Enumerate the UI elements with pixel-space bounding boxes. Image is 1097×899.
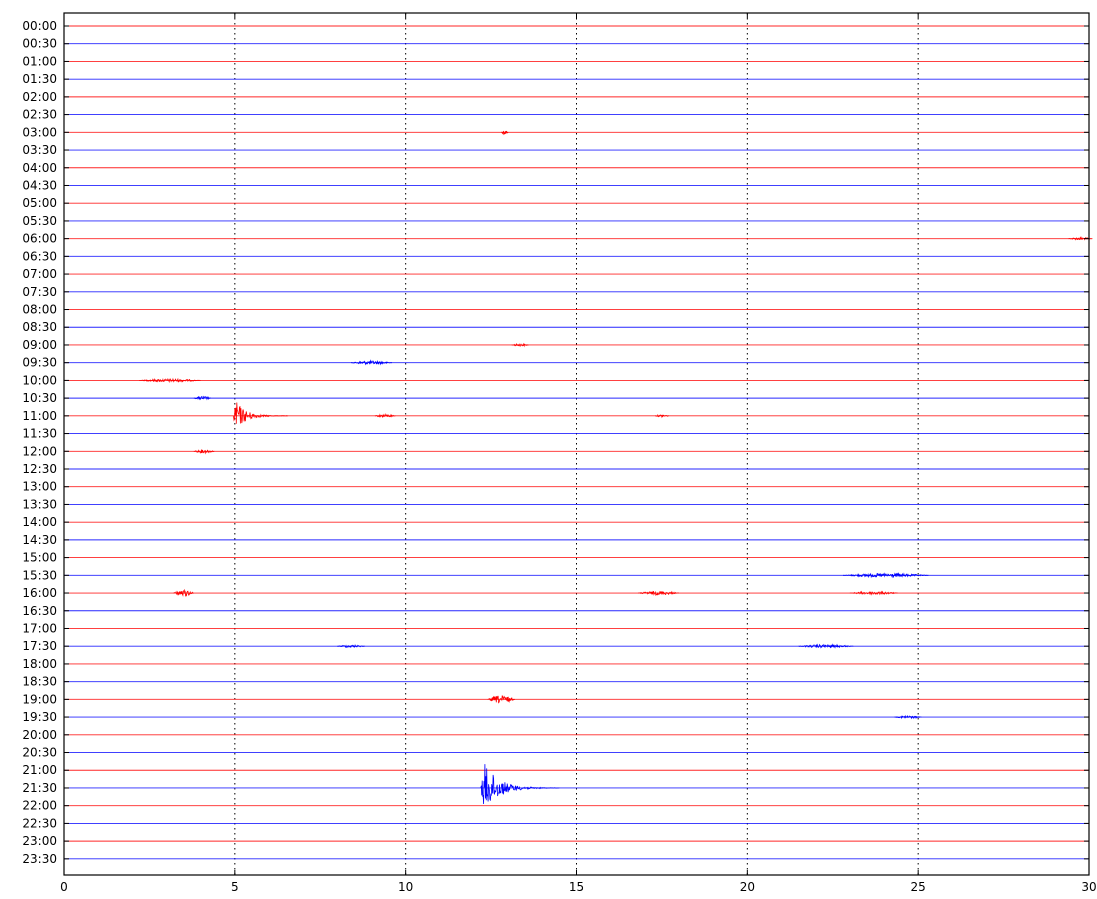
y-tick-label: 10:00 bbox=[22, 373, 57, 387]
y-tick-label: 18:30 bbox=[22, 675, 57, 689]
seismic-event-red bbox=[374, 413, 396, 418]
seismic-event-blue bbox=[843, 572, 929, 579]
y-tick-label: 19:00 bbox=[22, 692, 57, 706]
y-tick-label: 02:30 bbox=[22, 108, 57, 122]
y-tick-label: 07:00 bbox=[22, 267, 57, 281]
seismic-event-red bbox=[849, 590, 898, 596]
y-tick-label: 00:00 bbox=[22, 19, 57, 33]
y-tick-label: 15:30 bbox=[22, 568, 57, 582]
x-tick-label: 15 bbox=[569, 880, 584, 894]
seismic-event-blue bbox=[351, 359, 392, 366]
y-tick-label: 09:00 bbox=[22, 338, 57, 352]
y-tick-label: 02:00 bbox=[22, 90, 57, 104]
y-tick-label: 22:00 bbox=[22, 799, 57, 813]
y-tick-label: 16:00 bbox=[22, 586, 57, 600]
seismic-event-red bbox=[193, 449, 215, 455]
seismic-event-red bbox=[501, 130, 509, 136]
y-tick-label: 16:30 bbox=[22, 604, 57, 618]
seismic-event-red bbox=[511, 342, 529, 348]
y-tick-label: 13:00 bbox=[22, 480, 57, 494]
y-tick-label: 10:30 bbox=[22, 391, 57, 405]
seismic-event-blue bbox=[337, 643, 365, 649]
y-tick-label: 01:30 bbox=[22, 72, 57, 86]
y-tick-label: 21:00 bbox=[22, 763, 57, 777]
trace-layer bbox=[64, 25, 1093, 860]
seismic-event-blue bbox=[894, 714, 922, 720]
y-tick-label: 05:30 bbox=[22, 214, 57, 228]
y-tick-label: 09:30 bbox=[22, 356, 57, 370]
seismic-event-red bbox=[637, 590, 679, 597]
y-tick-label: 06:30 bbox=[22, 249, 57, 263]
x-tick-label: 10 bbox=[398, 880, 413, 894]
x-tick-label: 5 bbox=[231, 880, 239, 894]
y-tick-label: 17:30 bbox=[22, 639, 57, 653]
tick-layer bbox=[63, 13, 1090, 875]
y-tick-label: 15:00 bbox=[22, 551, 57, 565]
y-tick-label: 01:00 bbox=[22, 54, 57, 68]
y-tick-label: 19:30 bbox=[22, 710, 57, 724]
y-tick-label: 13:30 bbox=[22, 497, 57, 511]
grid-layer bbox=[234, 13, 919, 875]
seismic-event-red bbox=[139, 377, 201, 383]
y-tick-label: 14:00 bbox=[22, 515, 57, 529]
y-tick-label: 00:30 bbox=[22, 37, 57, 51]
plot-frame bbox=[63, 12, 1090, 876]
y-tick-label: 23:00 bbox=[22, 834, 57, 848]
seismic-event-blue bbox=[798, 643, 854, 649]
y-tick-label: 12:30 bbox=[22, 462, 57, 476]
seismic-event-blue bbox=[193, 395, 211, 401]
label-layer: 0 5 10 15 20 25 30 00:00 00:30 01:00 01:30 02:00 02:… bbox=[22, 19, 1096, 894]
y-tick-label: 11:30 bbox=[22, 427, 57, 441]
y-tick-label: 14:30 bbox=[22, 533, 57, 547]
y-tick-label: 21:30 bbox=[22, 781, 57, 795]
y-tick-label: 22:30 bbox=[22, 816, 57, 830]
seismic-event-red bbox=[173, 588, 194, 598]
seismic-event-red bbox=[232, 402, 288, 424]
x-tick-label: 0 bbox=[60, 880, 68, 894]
seismic-event-blue bbox=[480, 764, 560, 805]
y-tick-label: 23:30 bbox=[22, 852, 57, 866]
y-tick-label: 20:30 bbox=[22, 746, 57, 760]
seismic-event-red bbox=[655, 413, 669, 419]
y-tick-label: 18:00 bbox=[22, 657, 57, 671]
y-tick-label: 07:30 bbox=[22, 285, 57, 299]
y-tick-label: 03:00 bbox=[22, 125, 57, 139]
y-tick-label: 04:00 bbox=[22, 161, 57, 175]
y-tick-label: 20:00 bbox=[22, 728, 57, 742]
seismic-event-red bbox=[487, 695, 516, 704]
y-tick-label: 11:00 bbox=[22, 409, 57, 423]
y-tick-label: 12:00 bbox=[22, 444, 57, 458]
y-tick-label: 08:30 bbox=[22, 320, 57, 334]
y-tick-label: 05:00 bbox=[22, 196, 57, 210]
y-tick-label: 08:00 bbox=[22, 303, 57, 317]
y-tick-label: 03:30 bbox=[22, 143, 57, 157]
y-tick-label: 04:30 bbox=[22, 178, 57, 192]
y-tick-label: 06:00 bbox=[22, 232, 57, 246]
y-tick-label: 17:00 bbox=[22, 621, 57, 635]
x-tick-label: 30 bbox=[1081, 880, 1096, 894]
x-tick-label: 25 bbox=[911, 880, 926, 894]
x-tick-label: 20 bbox=[740, 880, 755, 894]
